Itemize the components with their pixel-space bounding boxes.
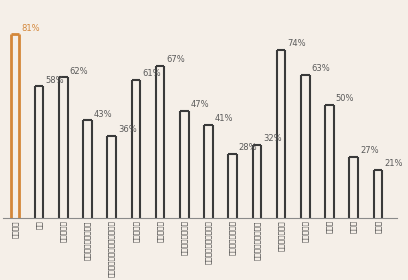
Text: 67%: 67% (166, 55, 185, 64)
Text: 36%: 36% (118, 125, 137, 134)
Text: 81%: 81% (21, 24, 40, 33)
Text: 21%: 21% (384, 159, 403, 168)
Text: 63%: 63% (311, 64, 330, 73)
Text: 41%: 41% (215, 114, 233, 123)
Text: 74%: 74% (287, 39, 306, 48)
Text: 43%: 43% (94, 109, 112, 118)
Text: 62%: 62% (69, 67, 88, 76)
Text: 58%: 58% (45, 76, 64, 85)
Text: 28%: 28% (239, 143, 257, 152)
Text: 50%: 50% (336, 94, 354, 103)
Text: 27%: 27% (360, 146, 379, 155)
Text: 61%: 61% (142, 69, 161, 78)
Text: 32%: 32% (263, 134, 282, 143)
Text: 47%: 47% (191, 101, 209, 109)
